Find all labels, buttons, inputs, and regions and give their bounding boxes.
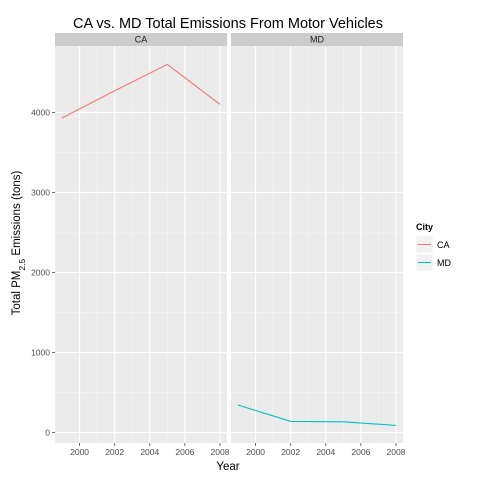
x-tick-label: 2008	[387, 447, 406, 457]
legend-entry-md: MD	[415, 253, 451, 272]
y-tick-label: 2000	[31, 268, 50, 278]
y-axis: 0 1000 2000 3000 4000	[31, 107, 55, 438]
facet-strip-label: CA	[135, 35, 148, 45]
y-tick-label: 3000	[31, 187, 50, 197]
chart-title: CA vs. MD Total Emissions From Motor Veh…	[73, 16, 383, 32]
x-tick-label: 2006	[351, 447, 370, 457]
y-axis-title: Total PM2.5 Emissions (tons)	[11, 170, 27, 315]
x-tick-label: 2006	[175, 447, 194, 457]
facet-strip-label: MD	[310, 35, 324, 45]
x-tick-label: 2000	[70, 447, 89, 457]
x-tick-label: 2002	[105, 447, 124, 457]
facet-panel-md: MD 2000 2002 2004 2006 2008	[231, 33, 406, 457]
x-tick-label: 2004	[140, 447, 159, 457]
legend-title: City	[416, 222, 433, 232]
y-tick-label: 0	[45, 428, 50, 438]
x-tick-label: 2000	[246, 447, 265, 457]
x-axis-title: Year	[216, 461, 239, 473]
facets-layer: CA 2000 2002 2004 2006 2008 MD 2000 2002 2004 2006…	[55, 33, 406, 457]
legend: City CA MD	[415, 222, 451, 272]
y-axis-title-suffix: Emissions (tons)	[11, 170, 23, 258]
y-tick-label: 1000	[31, 348, 50, 358]
legend-entry-ca: CA	[415, 235, 450, 254]
series-line-ca	[61, 63, 221, 119]
x-tick-label: 2004	[316, 447, 335, 457]
panel-background	[231, 46, 403, 443]
legend-label: MD	[437, 258, 451, 268]
y-axis-title-subscript: 2.5	[17, 259, 27, 271]
panel-background	[55, 46, 227, 443]
series-line-md	[237, 404, 397, 426]
y-tick-label: 4000	[31, 107, 50, 117]
facet-strip	[231, 33, 403, 46]
x-tick-label: 2008	[211, 447, 230, 457]
legend-label: CA	[437, 240, 450, 250]
y-axis-title-prefix: Total PM	[11, 271, 23, 316]
x-tick-label: 2002	[281, 447, 300, 457]
facet-panel-ca: CA 2000 2002 2004 2006 2008	[55, 33, 230, 457]
facet-strip	[55, 33, 227, 46]
